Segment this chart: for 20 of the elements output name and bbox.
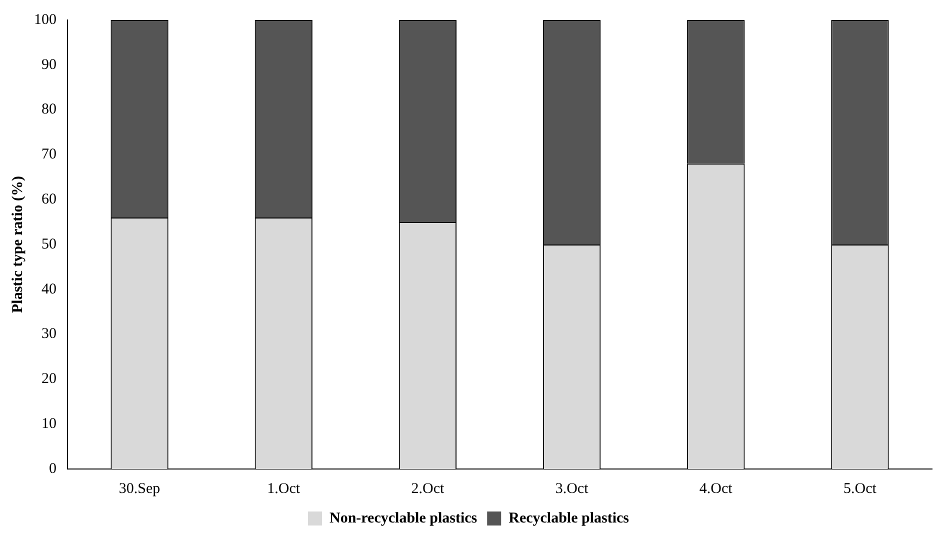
legend-label: Recyclable plastics: [508, 510, 630, 526]
x-tick-label: 30.Sep: [118, 480, 160, 497]
y-axis-title: Plastic type ratio (%): [10, 176, 26, 314]
y-tick-label: 50: [42, 236, 56, 252]
y-tick-label: 100: [34, 12, 56, 28]
y-tick-label: 90: [42, 56, 56, 73]
x-tick-label: 2.Oct: [411, 480, 445, 497]
y-tick-label: 20: [42, 371, 56, 388]
y-tick-label: 80: [42, 102, 56, 118]
x-tick-label: 1.Oct: [267, 480, 301, 497]
y-tick-label: 30: [42, 326, 56, 342]
y-tick-label: 40: [42, 281, 56, 298]
y-tick-label: 0: [49, 460, 56, 477]
x-tick-label: 4.Oct: [699, 480, 734, 497]
y-tick-label: 70: [42, 146, 56, 163]
y-tick-label: 10: [42, 416, 56, 432]
x-tick-label: 3.Oct: [555, 480, 590, 497]
x-tick-label: 5.Oct: [843, 480, 878, 497]
legend-label: Non-recyclable plastics: [329, 510, 478, 526]
y-tick-label: 60: [42, 192, 56, 208]
